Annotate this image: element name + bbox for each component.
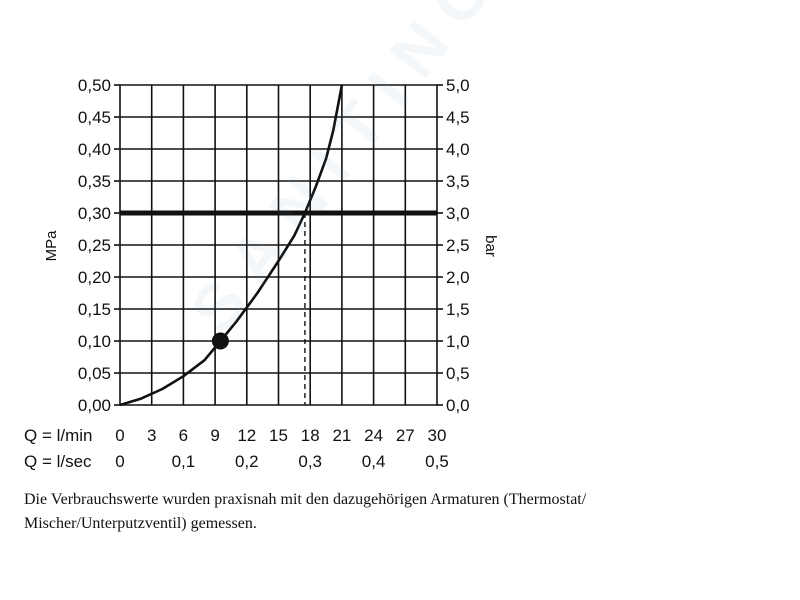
y-tick-label-right: 0,5 (446, 364, 470, 383)
reference-lines (120, 210, 437, 405)
y-tick-label-right: 5,0 (446, 76, 470, 95)
y-tick-label-right: 0,0 (446, 396, 470, 415)
y-tick-label-left: 0,20 (78, 268, 111, 287)
y-tick-label-left: 0,30 (78, 204, 111, 223)
y-axis-title-right: bar (482, 235, 499, 257)
y-tick-label-left: 0,15 (78, 300, 111, 319)
y-axis-title-left: MPa (43, 230, 60, 262)
data-point-marker (211, 332, 229, 350)
x-tick-label-lmin: 12 (237, 426, 256, 445)
x-tick-label-lmin: 15 (269, 426, 288, 445)
x-tick-label-lmin: 27 (396, 426, 415, 445)
y-tick-label-right: 3,0 (446, 204, 470, 223)
y-tick-label-left: 0,50 (78, 76, 111, 95)
caption-line-2: Mischer/Unterputzventil) gemessen. (24, 515, 257, 532)
x-tick-label-lmin: 3 (147, 426, 156, 445)
series-layer (119, 84, 344, 407)
x-tick-label-lmin: 24 (364, 426, 383, 445)
y-tick-label-left: 0,00 (78, 396, 111, 415)
x-tick-label-lsec: 0,1 (172, 452, 196, 471)
y-tick-label-right: 4,0 (446, 140, 470, 159)
y-tick-label-right: 3,5 (446, 172, 470, 191)
x-tick-label-lsec: 0 (115, 452, 124, 471)
x-tick-label-lmin: 6 (179, 426, 188, 445)
x-tick-label-lmin: 30 (428, 426, 447, 445)
caption: Die Verbrauchswerte wurden praxisnah mit… (24, 488, 764, 536)
tick-labels: 0,00 0,00,05 0,50,10 1,00,15 1,50,20 2,00,25 2… (78, 76, 470, 471)
series-line (119, 84, 344, 407)
x-tick-label-lsec: 0,2 (235, 452, 259, 471)
y-tick-label-right: 2,0 (446, 268, 470, 287)
y-tick-label-left: 0,05 (78, 364, 111, 383)
y-tick-label-right: 1,0 (446, 332, 470, 351)
y-tick-label-right: 1,5 (446, 300, 470, 319)
row-label-lmin: Q = l/min (24, 426, 93, 445)
y-tick-label-left: 0,10 (78, 332, 111, 351)
x-tick-label-lmin: 21 (332, 426, 351, 445)
x-tick-label-lsec: 0,3 (298, 452, 322, 471)
x-tick-label-lsec: 0,4 (362, 452, 386, 471)
x-tick-label-lmin: 0 (115, 426, 124, 445)
y-tick-label-right: 2,5 (446, 236, 470, 255)
y-tick-label-left: 0,45 (78, 108, 111, 127)
chart-grid (114, 84, 443, 406)
x-tick-label-lmin: 9 (210, 426, 219, 445)
y-tick-label-right: 4,5 (446, 108, 470, 127)
y-tick-label-left: 0,40 (78, 140, 111, 159)
caption-line-1: Die Verbrauchswerte wurden praxisnah mit… (24, 491, 587, 508)
row-label-lsec: Q = l/sec (24, 452, 92, 471)
y-tick-label-left: 0,25 (78, 236, 111, 255)
x-tick-label-lmin: 18 (301, 426, 320, 445)
x-tick-label-lsec: 0,5 (425, 452, 449, 471)
y-tick-label-left: 0,35 (78, 172, 111, 191)
